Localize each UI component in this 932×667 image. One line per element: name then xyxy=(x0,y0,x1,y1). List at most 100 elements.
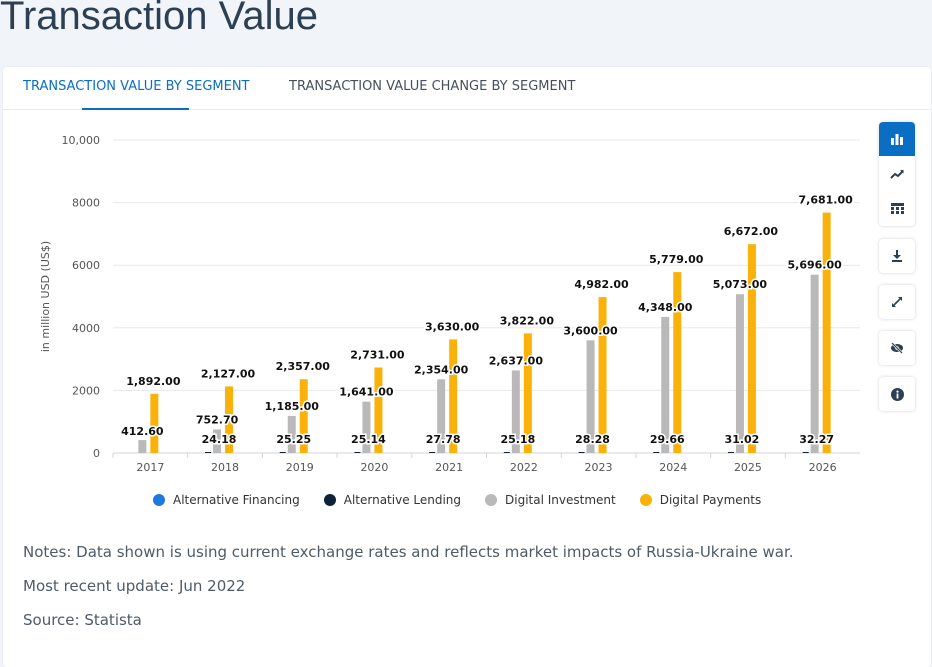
data-label-alternative-lending: 31.02 xyxy=(725,433,760,446)
bar-alternative-lending xyxy=(279,452,286,453)
data-label-alternative-lending: 29.66 xyxy=(650,433,685,446)
tab-transaction-value-by-segment[interactable]: TRANSACTION VALUE BY SEGMENT xyxy=(23,79,250,94)
bar-alternative-lending xyxy=(653,452,660,453)
eye-off-icon xyxy=(891,342,903,354)
legend-item-alternative-financing[interactable]: Alternative Financing xyxy=(153,493,300,507)
bar-digital-investment xyxy=(810,274,819,453)
bar-digital-payments xyxy=(150,393,159,453)
line-chart-button[interactable] xyxy=(879,156,915,191)
fullscreen-button[interactable] xyxy=(879,285,915,319)
legend-dot-icon xyxy=(153,494,165,506)
bar-digital-investment xyxy=(437,379,446,453)
data-label-digital-payments: 2,357.00 xyxy=(276,360,331,373)
data-label-digital-investment: 5,696.00 xyxy=(788,259,843,272)
data-label-digital-payments: 6,672.00 xyxy=(724,225,779,238)
bar-digital-investment xyxy=(287,415,296,453)
tab-transaction-value-change-by-segment[interactable]: TRANSACTION VALUE CHANGE BY SEGMENT xyxy=(289,79,576,94)
table-icon xyxy=(890,203,904,214)
chart-type-switcher xyxy=(879,122,915,226)
bar-digital-payments xyxy=(225,386,234,453)
x-tick-label: 2017 xyxy=(136,461,164,474)
legend-dot-icon xyxy=(323,494,336,506)
bar-digital-payments xyxy=(598,297,607,453)
bar-digital-investment xyxy=(138,440,147,453)
data-label-digital-investment: 4,348.00 xyxy=(638,301,693,314)
data-label-digital-payments: 2,731.00 xyxy=(350,349,405,362)
data-label-alternative-lending: 25.18 xyxy=(500,433,535,446)
legend-label: Digital Investment xyxy=(505,493,616,507)
x-tick-label: 2019 xyxy=(286,461,314,474)
bar-alternative-lending xyxy=(578,452,585,453)
bar-alternative-lending xyxy=(727,452,734,453)
data-label-digital-payments: 7,681.00 xyxy=(799,194,854,207)
x-tick-label: 2021 xyxy=(435,461,463,474)
data-label-digital-payments: 5,779.00 xyxy=(649,253,704,266)
bar-digital-payments xyxy=(747,244,756,453)
x-tick-label: 2020 xyxy=(360,461,388,474)
y-tick-label: 10,000 xyxy=(62,134,101,147)
y-tick-label: 6000 xyxy=(72,259,100,272)
bar-digital-payments xyxy=(523,333,532,453)
bar-alternative-lending xyxy=(802,451,809,453)
page-title: Transaction Value xyxy=(0,0,318,38)
expand-icon xyxy=(892,297,902,307)
bar-chart: 0 2000 4000 6000 8000 10,000 in million USD (U… xyxy=(39,134,860,474)
bar-digital-payments xyxy=(822,212,831,453)
data-label-alternative-lending: 27.78 xyxy=(426,433,461,446)
data-label-alternative-lending: 25.25 xyxy=(276,433,311,446)
last-update-note: Most recent update: Jun 2022 xyxy=(23,577,246,595)
trend-icon xyxy=(890,169,904,179)
bar-alternative-lending xyxy=(205,452,212,453)
legend-label: Alternative Financing xyxy=(173,493,300,507)
chart-notes: Notes: Data shown is using current excha… xyxy=(23,543,794,561)
bar-digital-investment xyxy=(511,370,520,453)
y-tick-label: 8000 xyxy=(72,197,100,210)
bar-digital-payments xyxy=(673,272,682,453)
data-label-alternative-lending: 25.14 xyxy=(351,433,386,446)
data-label-digital-investment: 2,354.00 xyxy=(414,363,469,376)
bar-digital-payments xyxy=(299,379,308,453)
data-label-digital-payments: 4,982.00 xyxy=(574,278,629,291)
y-tick-label: 0 xyxy=(93,447,100,460)
download-button[interactable] xyxy=(879,239,915,273)
legend-label: Digital Payments xyxy=(659,493,762,507)
info-button[interactable] xyxy=(879,377,915,411)
legend-dot-icon xyxy=(485,494,498,506)
data-label-digital-payments: 1,892.00 xyxy=(126,375,181,388)
chart-card: TRANSACTION VALUE BY SEGMENT TRANSACTION… xyxy=(3,67,931,667)
data-label-alternative-lending: 32.27 xyxy=(799,433,834,446)
legend-item-digital-investment[interactable]: Digital Investment xyxy=(485,493,616,507)
data-label-digital-investment: 2,637.00 xyxy=(489,354,544,367)
bar-digital-investment xyxy=(362,401,371,453)
data-label-digital-payments: 3,822.00 xyxy=(500,314,555,327)
bar-alternative-lending xyxy=(354,452,361,453)
bar-digital-investment xyxy=(586,340,595,453)
source-note: Source: Statista xyxy=(23,611,142,629)
data-label-digital-payments: 2,127.00 xyxy=(201,367,256,380)
legend-item-digital-payments[interactable]: Digital Payments xyxy=(639,493,762,507)
y-tick-label: 4000 xyxy=(72,322,100,335)
data-label-alternative-lending: 28.28 xyxy=(575,433,610,446)
data-label-alternative-lending: 24.18 xyxy=(202,433,237,446)
hide-button[interactable] xyxy=(879,331,915,365)
bar-digital-investment xyxy=(213,429,222,453)
x-tick-label: 2024 xyxy=(659,461,687,474)
tab-bar: TRANSACTION VALUE BY SEGMENT TRANSACTION… xyxy=(3,67,931,110)
data-label-digital-investment: 1,185.00 xyxy=(265,400,320,413)
data-label-digital-investment: 752.70 xyxy=(196,413,239,426)
table-view-button[interactable] xyxy=(879,191,915,226)
bar-chart-button[interactable] xyxy=(879,122,915,156)
x-tick-label: 2025 xyxy=(734,461,762,474)
bar-digital-investment xyxy=(735,294,744,453)
legend-item-alternative-lending[interactable]: Alternative Lending xyxy=(323,493,461,507)
bar-alternative-lending xyxy=(503,452,510,453)
data-label-digital-investment: 5,073.00 xyxy=(713,278,768,291)
bar-digital-investment xyxy=(661,316,670,453)
bar-alternative-lending xyxy=(429,452,436,453)
bar-chart-icon xyxy=(891,134,903,145)
data-label-digital-investment: 1,641.00 xyxy=(339,386,394,399)
bar-digital-payments xyxy=(449,339,458,453)
data-label-digital-payments: 3,630.00 xyxy=(425,320,480,333)
active-tab-indicator xyxy=(82,108,189,110)
y-tick-label: 2000 xyxy=(72,384,100,397)
